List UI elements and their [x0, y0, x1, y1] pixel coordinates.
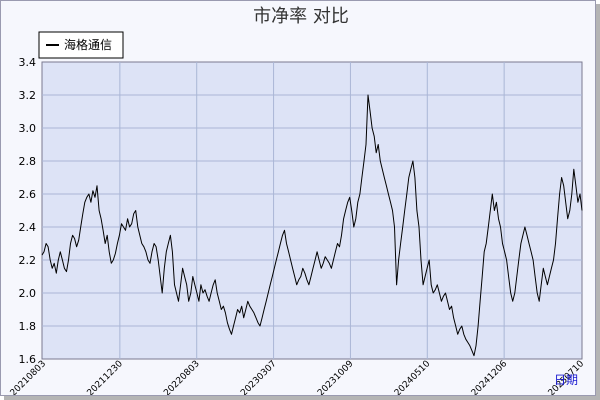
y-axis-ticks: 1.6 1.8 2.0 2.2 2.4 2.6 2.8 3.0 3.2 3.4	[19, 56, 37, 366]
series-line-0	[41, 94, 583, 357]
series-layer	[41, 94, 583, 357]
y-tick-label: 3.0	[19, 122, 37, 135]
legend-label: 海格通信	[64, 37, 112, 52]
y-tick-label: 2.2	[19, 254, 37, 267]
y-tick-label: 1.8	[19, 320, 37, 333]
y-tick-label: 2.4	[19, 221, 37, 234]
x-tick-label: 20231009	[316, 359, 356, 395]
y-tick-label: 2.0	[19, 287, 37, 300]
legend: 海格通信	[38, 31, 124, 59]
x-tick-label: 20230307	[239, 359, 278, 395]
y-tick-label: 2.8	[19, 155, 37, 168]
chart-svg: 市净率 对比 1.6 1.8 2.0 2.2 2.4 2.6 2.8 3.0 3.2 3.4 20…	[9, 6, 587, 395]
x-tick-label: 20220803	[162, 359, 201, 395]
y-tick-label: 3.2	[19, 89, 37, 102]
chart-title: 市净率 对比	[253, 6, 349, 27]
x-axis-ticks: 20210803 20211230 20220803 20230307 20231009…	[9, 359, 587, 395]
x-tick-label: 20241206	[470, 359, 510, 395]
x-tick-label: 20240510	[393, 359, 433, 395]
x-axis-label: 日期	[554, 373, 578, 387]
y-tick-label: 2.6	[19, 188, 37, 201]
y-tick-label: 3.4	[19, 56, 37, 69]
x-tick-label: 20211230	[86, 359, 126, 395]
grid-lines	[42, 62, 582, 359]
y-tick-label: 1.6	[19, 353, 37, 366]
plot-area	[41, 61, 583, 360]
